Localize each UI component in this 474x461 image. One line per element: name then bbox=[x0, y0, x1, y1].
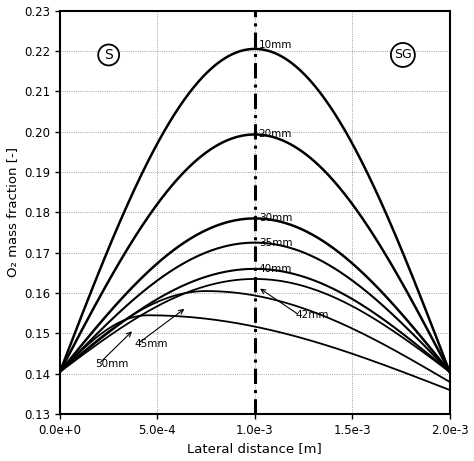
X-axis label: Lateral distance [m]: Lateral distance [m] bbox=[187, 443, 322, 455]
Text: 30mm: 30mm bbox=[259, 213, 292, 224]
Text: SG: SG bbox=[394, 48, 412, 61]
Text: 40mm: 40mm bbox=[259, 264, 292, 274]
Text: 20mm: 20mm bbox=[259, 130, 292, 140]
Text: 35mm: 35mm bbox=[259, 237, 292, 248]
Text: S: S bbox=[104, 48, 113, 62]
Text: 45mm: 45mm bbox=[134, 338, 167, 349]
Text: 50mm: 50mm bbox=[95, 359, 128, 369]
Text: 10mm: 10mm bbox=[259, 40, 292, 50]
Text: 42mm: 42mm bbox=[296, 310, 329, 320]
Y-axis label: O₂ mass fraction [-]: O₂ mass fraction [-] bbox=[6, 148, 18, 278]
